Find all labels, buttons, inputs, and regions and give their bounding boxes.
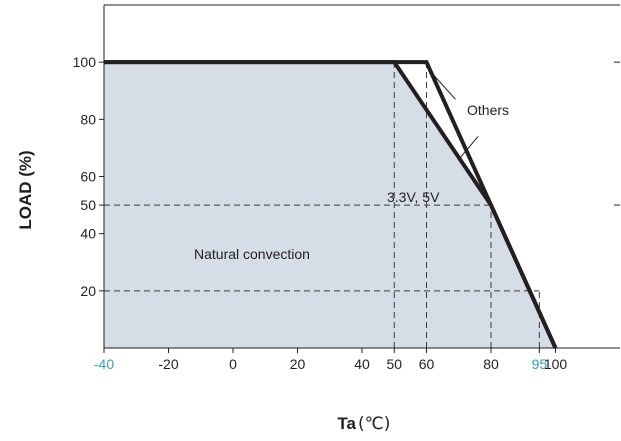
y-tick-label-50: 50 xyxy=(80,197,96,213)
pointer-3v3-5v xyxy=(458,136,479,160)
x-tick-label--40: -40 xyxy=(94,356,114,372)
x-tick-label-40: 40 xyxy=(354,356,370,372)
y-tick-label-60: 60 xyxy=(80,169,96,185)
region-label-natural-convection: Natural convection xyxy=(194,246,310,262)
y-tick-label-40: 40 xyxy=(80,226,96,242)
y-tick-label-20: 20 xyxy=(80,283,96,299)
annotation-3v3-5v: 3.3V, 5V xyxy=(387,189,440,205)
pointer-others xyxy=(429,70,456,100)
x-tick-label-80: 80 xyxy=(483,356,499,372)
x-tick-label-60: 60 xyxy=(419,356,435,372)
series-line-3v3-5v xyxy=(104,60,558,349)
y-tick-label-80: 80 xyxy=(80,111,96,127)
annotation-others: Others xyxy=(467,102,509,118)
x-tick-label-95: 95 xyxy=(532,356,548,372)
x-tick-label-50: 50 xyxy=(386,356,402,372)
x-tick-label-100: 100 xyxy=(544,356,568,372)
x-tick-label-0: 0 xyxy=(229,356,237,372)
x-tick-label-20: 20 xyxy=(290,356,306,372)
y-axis-title: LOAD (%) xyxy=(16,150,35,229)
x-tick-label--20: -20 xyxy=(158,356,178,372)
y-tick-label-100: 100 xyxy=(73,54,97,70)
x-axis-unit: (℃) xyxy=(358,414,390,434)
x-axis-title: Ta xyxy=(337,414,356,433)
